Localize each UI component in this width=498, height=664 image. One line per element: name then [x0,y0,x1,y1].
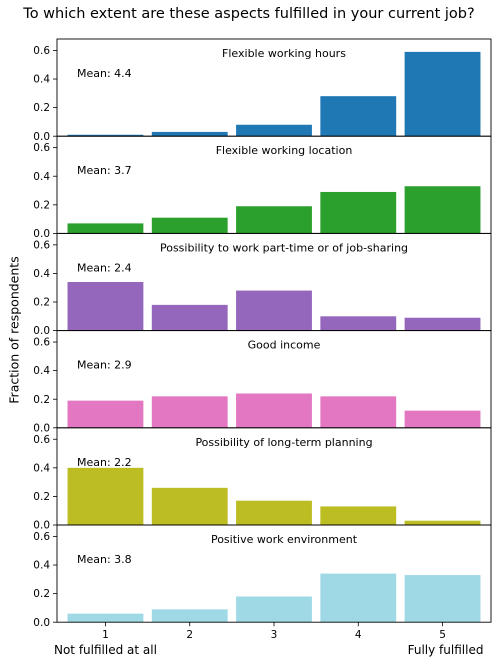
panel-title: Possibility of long-term planning [195,436,372,449]
x-tick-label: 5 [439,629,446,641]
bar [67,223,144,234]
y-tick-label: 0.4 [33,268,50,280]
y-tick-label: 0.4 [33,74,50,86]
x-annotation-left: Not fulfilled at all [54,643,157,657]
bar [67,613,144,623]
y-tick-label: 0.2 [33,102,50,114]
bar [236,124,312,137]
y-tick-label: 0.6 [33,337,50,349]
bar [320,506,397,525]
bar [320,96,397,137]
bar [236,290,312,331]
panel-title: Possibility to work part-time or of job-… [160,241,408,254]
panel-title: Flexible working hours [222,47,346,60]
y-tick-label: 0.4 [33,171,50,183]
bar [236,393,312,428]
bar [151,304,228,331]
bar [236,500,312,525]
x-annotation-right: Fully fulfilled [408,643,484,657]
bar [67,282,144,331]
mean-label: Mean: 2.4 [77,261,132,274]
mean-label: Mean: 2.9 [77,359,132,372]
y-tick-label: 0.2 [33,199,50,211]
bar [320,573,397,623]
figure-title: To which extent are these aspects fulfil… [23,6,475,22]
y-tick-label: 0.2 [33,588,50,600]
y-tick-label: 0.0 [33,617,50,629]
bar [404,186,481,234]
x-tick-label: 4 [355,629,362,641]
y-tick-label: 0.4 [33,365,50,377]
bar [320,396,397,428]
y-tick-label: 0.2 [33,394,50,406]
panel-title: Flexible working location [216,144,353,157]
bar [320,316,397,331]
bar [151,217,228,234]
x-tick-label: 1 [102,629,109,641]
y-tick-label: 0.4 [33,462,50,474]
panel-title: Positive work environment [211,533,358,546]
y-tick-label: 0.0 [33,520,50,532]
mean-label: Mean: 3.7 [77,164,132,177]
bar [67,134,144,137]
panel-title: Good income [248,339,321,352]
bar [236,206,312,234]
bar [151,396,228,428]
mean-label: Mean: 2.2 [77,456,132,469]
y-tick-label: 0.0 [33,325,50,337]
y-tick-label: 0.0 [33,422,50,434]
x-tick-label: 2 [186,629,193,641]
bar [320,191,397,234]
y-tick-label: 0.6 [33,531,50,543]
y-tick-label: 0.2 [33,491,50,503]
y-tick-label: 0.0 [33,228,50,240]
bar [404,520,481,525]
bar [151,609,228,623]
bar [236,596,312,623]
y-tick-label: 0.6 [33,45,50,57]
y-tick-label: 0.4 [33,560,50,572]
x-tick-label: 3 [271,629,278,641]
bar [151,487,228,525]
y-tick-label: 0.2 [33,297,50,309]
mean-label: Mean: 3.8 [77,553,132,566]
bar [67,400,144,428]
bar [67,467,144,525]
bar [404,317,481,331]
y-tick-label: 0.6 [33,239,50,251]
y-tick-label: 0.6 [33,434,50,446]
y-tick-label: 0.0 [33,131,50,143]
mean-label: Mean: 4.4 [77,67,132,80]
bar [404,575,481,623]
bar [404,51,481,137]
y-tick-label: 0.6 [33,142,50,154]
bar [151,131,228,137]
bar [404,410,481,428]
